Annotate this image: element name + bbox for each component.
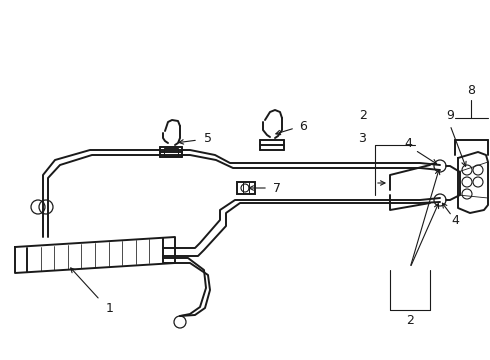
Text: 5: 5	[204, 131, 212, 144]
Bar	[164, 148, 178, 156]
Text: 1: 1	[106, 302, 114, 315]
Text: 4: 4	[451, 213, 459, 226]
Text: 3: 3	[358, 131, 366, 144]
Text: 7: 7	[273, 181, 281, 194]
Text: 4: 4	[404, 136, 412, 149]
Text: 9: 9	[446, 108, 454, 122]
Bar	[237, 182, 255, 194]
Text: 2: 2	[359, 109, 367, 122]
Text: 2: 2	[406, 314, 414, 327]
Text: 8: 8	[467, 84, 475, 96]
Text: 6: 6	[299, 120, 307, 132]
